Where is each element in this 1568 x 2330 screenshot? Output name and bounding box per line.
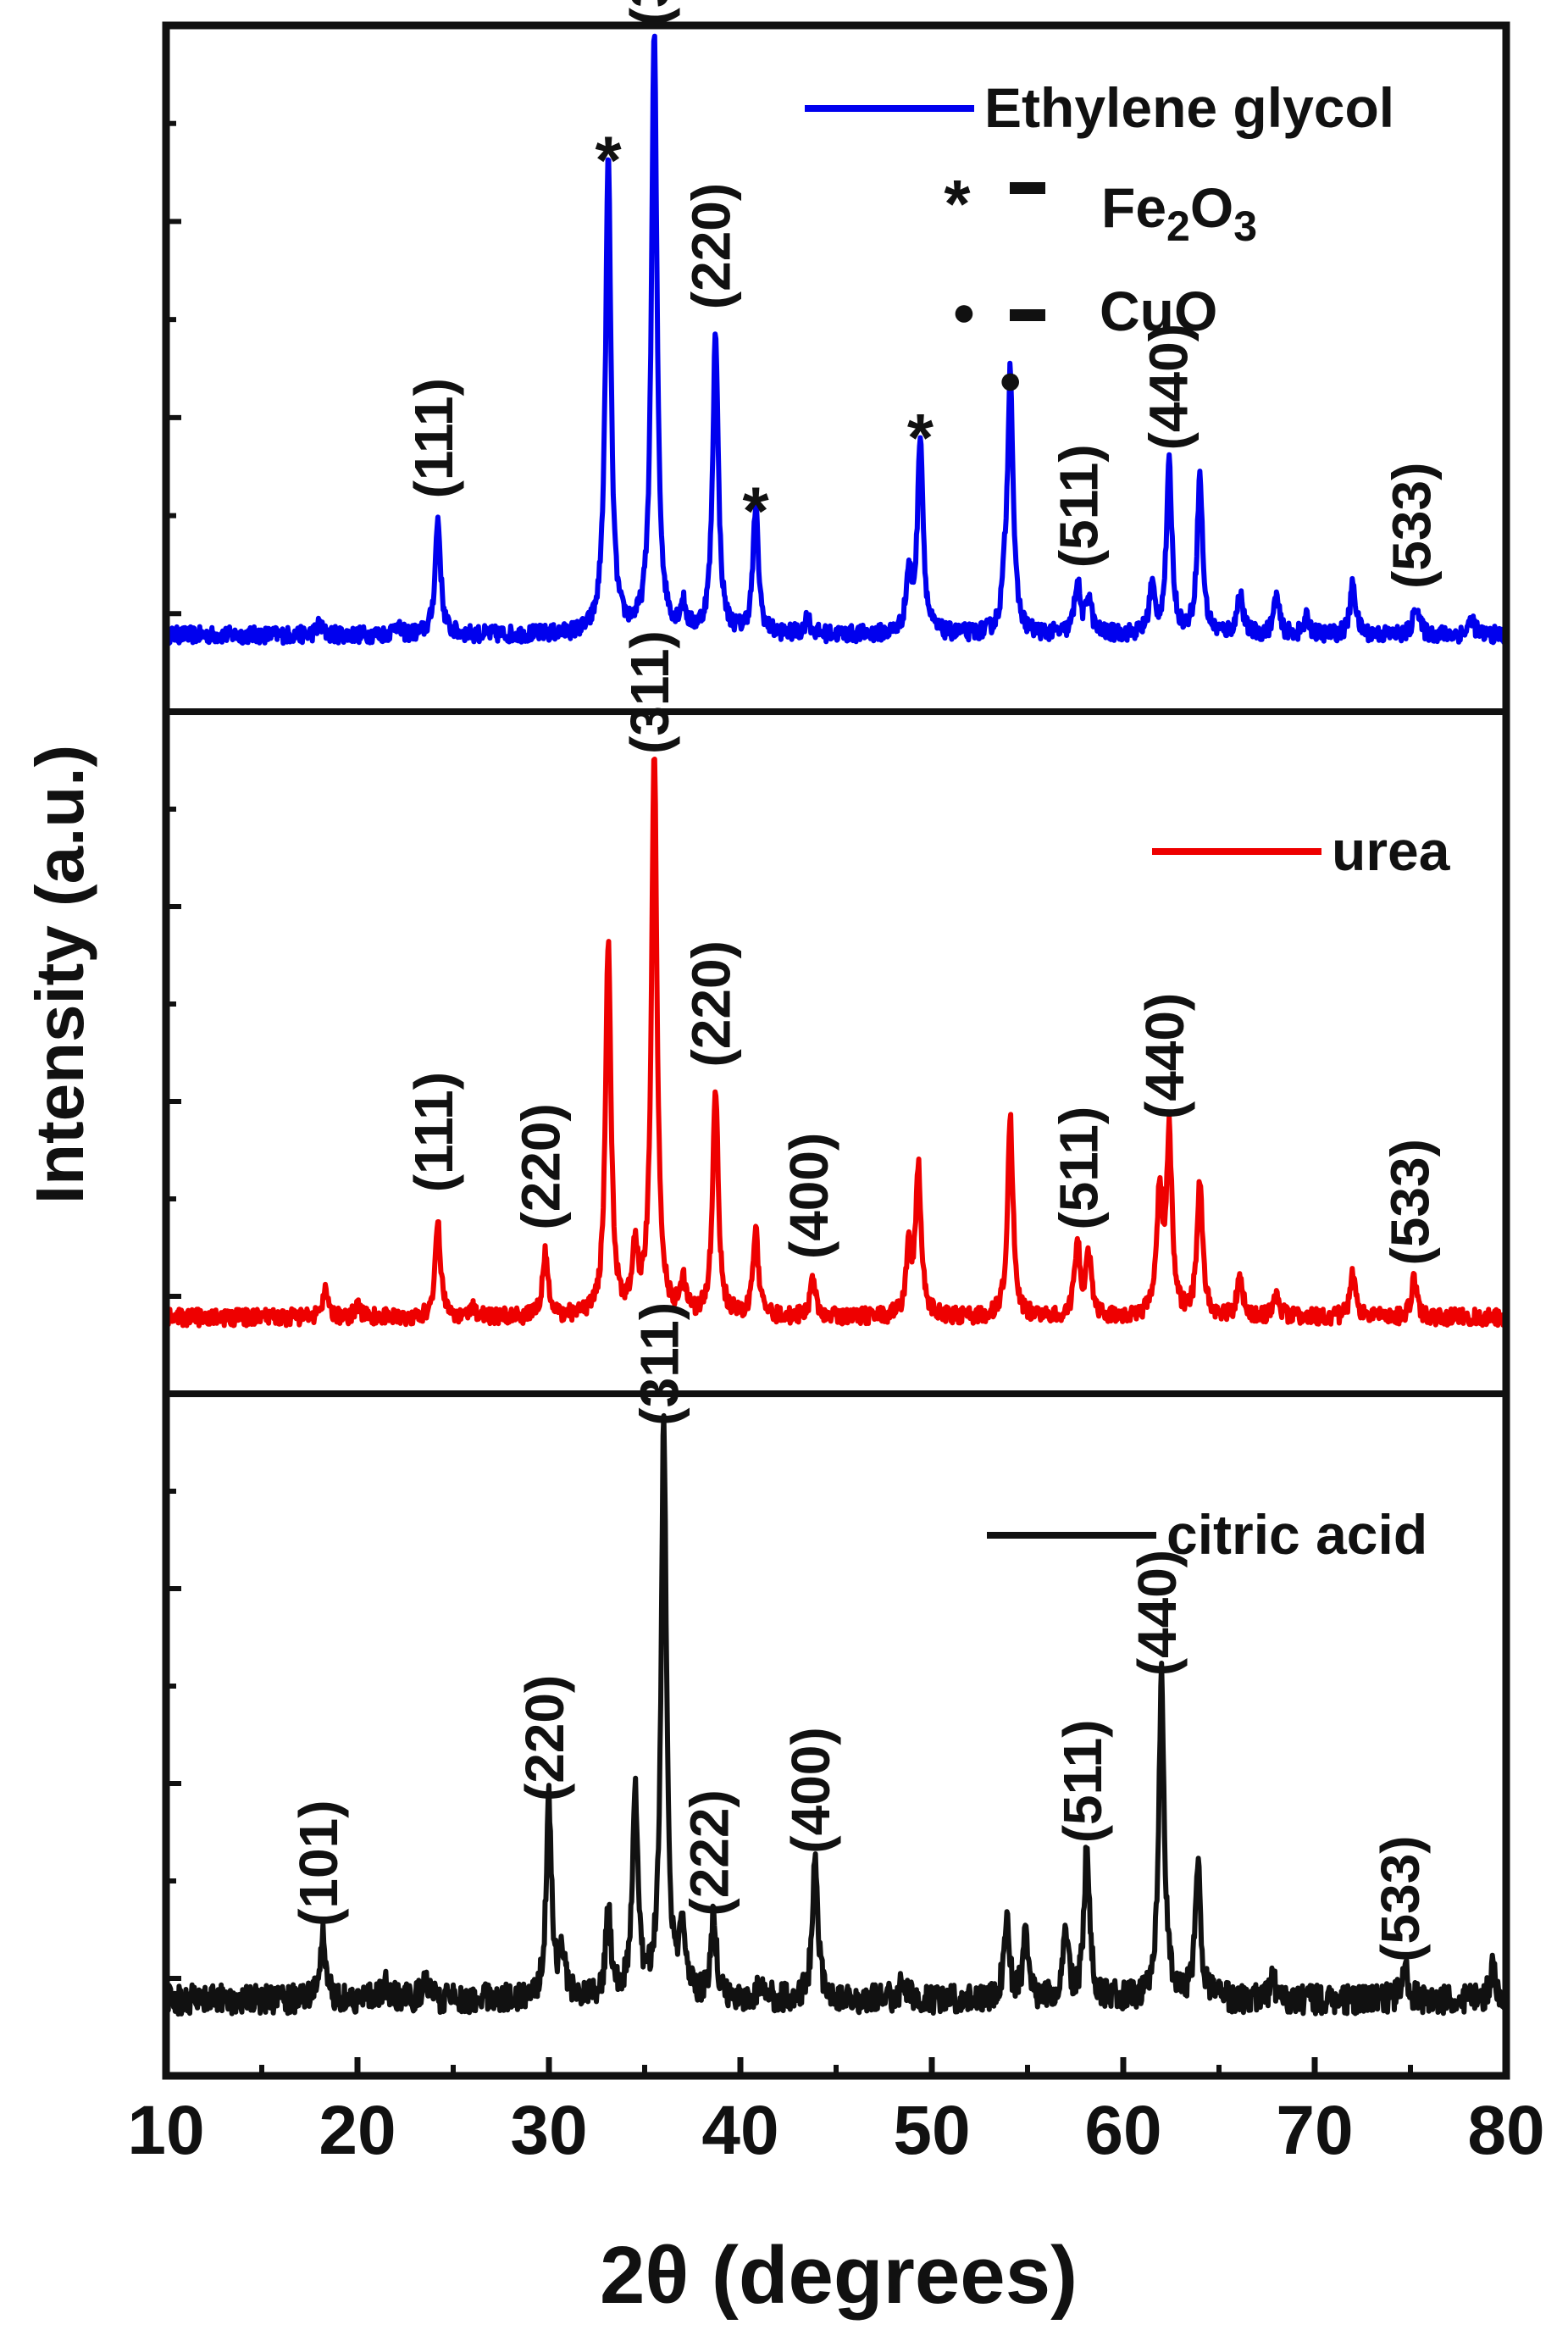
fe2o3-marker: * bbox=[743, 474, 770, 549]
peak-label: (220) bbox=[510, 1103, 571, 1229]
x-tick-label: 70 bbox=[1276, 2092, 1353, 2169]
peak-label: (220) bbox=[514, 1675, 575, 1801]
legend-label-part: 3 bbox=[1233, 202, 1257, 250]
legend-label: Fe2O3 bbox=[1101, 176, 1257, 250]
x-tick-label: 30 bbox=[510, 2092, 587, 2169]
peak-label: (400) bbox=[780, 1727, 841, 1853]
legend-label-part: O bbox=[1190, 176, 1233, 239]
peak-label: (440) bbox=[1127, 1550, 1188, 1676]
panel-urea: (111) (220) (311) (220) (400) (511) (440) (533)… bbox=[163, 630, 1509, 1329]
legend-label-part: 2 bbox=[1166, 202, 1190, 250]
x-tick-label: 60 bbox=[1084, 2092, 1161, 2169]
panel-citric-acid: (101) (220) (311) (222) (400) (511)(440) (533)… bbox=[163, 1302, 1509, 2017]
peak-label: (101) bbox=[288, 1800, 349, 1926]
legend-label: CuO bbox=[1100, 280, 1217, 342]
peak-label: (111) bbox=[403, 378, 464, 498]
peak-label: (511) bbox=[1048, 444, 1109, 568]
peak-label: (440) bbox=[1134, 993, 1195, 1119]
y-axis-label: Intensity (a.u.) bbox=[22, 745, 97, 1204]
fe2o3-marker: * bbox=[596, 122, 623, 197]
peak-label: (222) bbox=[679, 1789, 740, 1916]
fe2o3-marker: * bbox=[907, 400, 934, 475]
legend-citric-acid: citric acid bbox=[987, 1503, 1427, 1566]
peak-label: (440) bbox=[1139, 324, 1200, 450]
legend-star: * bbox=[944, 166, 971, 241]
legend-label-part: Fe bbox=[1101, 176, 1166, 239]
peak-label: (511) bbox=[1048, 1107, 1109, 1230]
peak-label: (111) bbox=[403, 1072, 464, 1192]
peak-label: (533) bbox=[1382, 463, 1443, 589]
series-line bbox=[163, 33, 1509, 646]
legend-fe2o3: * Fe2O3 bbox=[944, 166, 1257, 250]
x-tick-label: 40 bbox=[701, 2092, 778, 2169]
legend-label: citric acid bbox=[1166, 1503, 1427, 1566]
legend-dash bbox=[1010, 182, 1045, 194]
series-line bbox=[163, 757, 1509, 1329]
x-tick-label: 20 bbox=[319, 2092, 396, 2169]
x-tick-label: 80 bbox=[1467, 2092, 1544, 2169]
axes-layer: 10 20 30 40 50 60 70 80 bbox=[127, 21, 1545, 2169]
peak-label: (311) bbox=[619, 630, 680, 754]
legend-urea: urea bbox=[1152, 819, 1451, 882]
panel-ethylene-glycol: (111) (311) (220) (511) (440) (533) * * * ● Ethyle… bbox=[163, 0, 1509, 646]
peak-label: (533) bbox=[1370, 1835, 1431, 1961]
series-line bbox=[163, 1412, 1509, 2017]
peak-label: (533) bbox=[1379, 1139, 1440, 1265]
x-tick-label: 50 bbox=[893, 2092, 970, 2169]
panels-layer: (111)(311)(220)(511)(440)(533)***●Ethyle… bbox=[163, 0, 1509, 2017]
legend-label: Ethylene glycol bbox=[984, 76, 1394, 139]
legend-dash bbox=[1010, 309, 1045, 321]
x-axis-label: 2θ (degrees) bbox=[600, 2230, 1078, 2321]
peak-label: (400) bbox=[778, 1133, 839, 1259]
x-tick-label: 10 bbox=[127, 2092, 204, 2169]
legend-ethylene-glycol: Ethylene glycol bbox=[805, 76, 1394, 139]
cuo-marker: ● bbox=[998, 358, 1022, 402]
legend-cuo: ● CuO bbox=[952, 280, 1218, 342]
peak-label: (511) bbox=[1052, 1719, 1113, 1843]
peak-label: (311) bbox=[629, 1302, 690, 1426]
peak-label: (220) bbox=[681, 940, 742, 1067]
legend-dot: ● bbox=[952, 290, 977, 335]
legend-label: urea bbox=[1332, 819, 1451, 882]
peak-label: (311) bbox=[619, 0, 680, 25]
peak-label: (220) bbox=[681, 183, 742, 309]
